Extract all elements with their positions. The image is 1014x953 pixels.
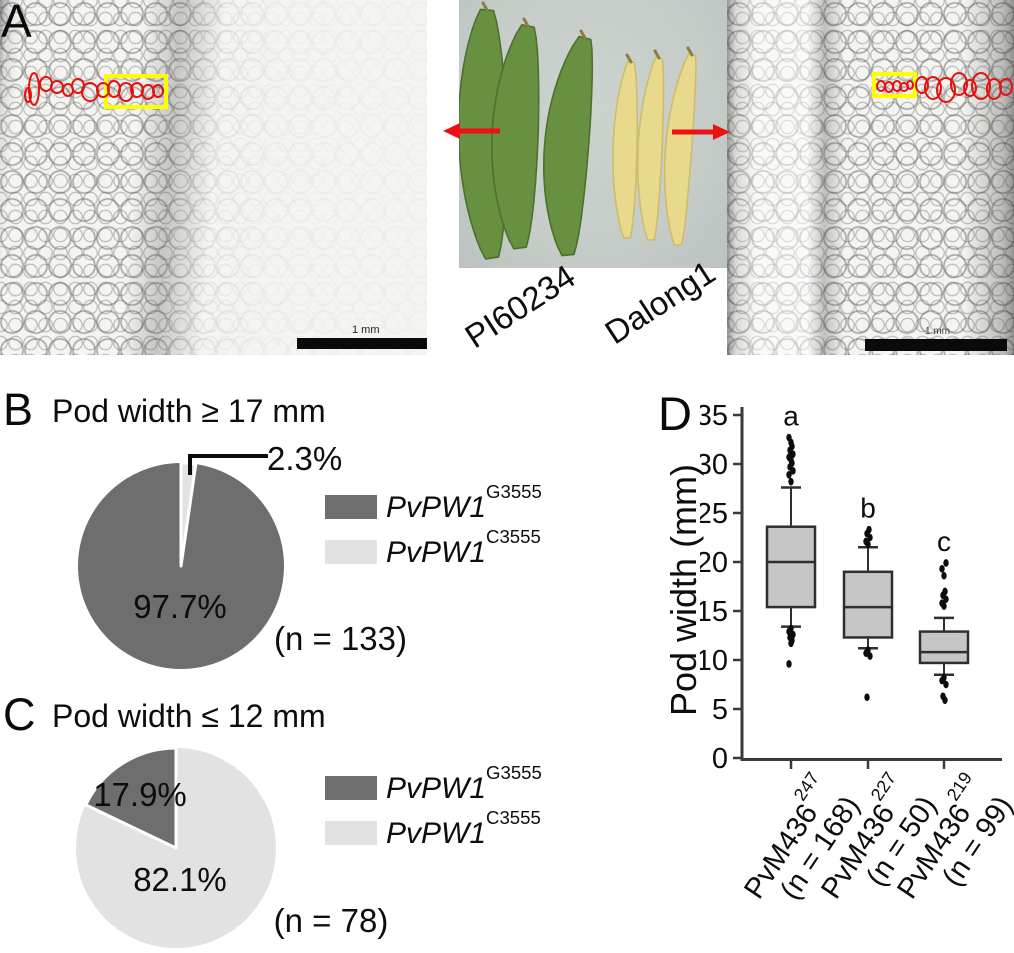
- panel-label-d: D: [658, 387, 692, 440]
- pie-b-title: Pod width ≥ 17 mm: [52, 393, 326, 429]
- svg-text:35: 35: [700, 400, 728, 432]
- legend-label: PvPW1C3555: [386, 525, 541, 569]
- panel-label-c: C: [3, 689, 36, 740]
- pie-c-small-slice-value: 17.9%: [93, 776, 187, 813]
- svg-text:15: 15: [700, 596, 728, 628]
- legend-item: PvPW1C3555: [325, 807, 542, 850]
- pie-b-small-slice-value: 2.3%: [267, 440, 343, 477]
- micrograph-narrow-pod: 1 mm: [727, 0, 1014, 355]
- legend-label: PvPW1C3555: [386, 806, 541, 850]
- legend-swatch-dark: [325, 495, 377, 519]
- svg-text:a: a: [783, 401, 799, 432]
- panel-label-a: A: [1, 0, 32, 47]
- panel-label-b: B: [3, 384, 34, 435]
- pie-chart-c: [76, 746, 276, 948]
- micrograph-shading: [727, 0, 1014, 355]
- svg-text:10: 10: [700, 645, 728, 677]
- pie-b-sample-size: (n = 133): [274, 620, 407, 657]
- micrograph-wide-pod: 1 mm: [0, 0, 427, 355]
- scale-bar: [297, 338, 427, 349]
- legend-item: PvPW1G3555: [325, 762, 542, 805]
- legend-swatch-dark: [325, 776, 377, 800]
- cell-annotation-overlay-right: [872, 72, 1013, 103]
- callout-line: [188, 454, 268, 475]
- pie-c-legend: PvPW1G3555 PvPW1C3555: [325, 762, 542, 866]
- boxplot-y-axis-label: Pod width (mm): [663, 463, 704, 717]
- legend-item: PvPW1G3555: [325, 481, 542, 524]
- legend-label: PvPW1G3555: [386, 480, 542, 524]
- svg-text:c: c: [937, 526, 951, 557]
- boxplot-chart: 0 5 10 15 20 25 30 35 a b c: [700, 400, 1002, 775]
- photo-label-left: PI60234: [458, 257, 582, 356]
- cell-annotation-overlay-left: [24, 72, 168, 109]
- scale-bar-label: 1 mm: [352, 324, 380, 336]
- scale-bar: [865, 339, 1007, 351]
- pie-c-large-slice-value: 82.1%: [133, 861, 227, 898]
- legend-swatch-light: [325, 540, 377, 564]
- legend-item: PvPW1C3555: [325, 526, 542, 569]
- svg-text:30: 30: [700, 449, 728, 481]
- pie-c-title: Pod width ≤ 12 mm: [52, 698, 326, 734]
- svg-text:0: 0: [712, 743, 728, 775]
- svg-text:20: 20: [700, 547, 728, 579]
- scale-bar-label: 1 mm: [925, 326, 950, 337]
- svg-text:25: 25: [700, 498, 728, 530]
- left-right-arrows-icon: [443, 123, 730, 140]
- legend-label: PvPW1G3555: [386, 761, 542, 805]
- pie-c-sample-size: (n = 78): [273, 902, 389, 939]
- pods-illustration: [457, 1, 697, 260]
- legend-swatch-light: [325, 821, 377, 845]
- svg-text:5: 5: [712, 694, 728, 726]
- pie-b-legend: PvPW1G3555 PvPW1C3555: [325, 481, 542, 585]
- pie-b-large-slice-value: 97.7%: [133, 588, 227, 625]
- svg-text:b: b: [860, 493, 876, 524]
- micrograph-shading: [0, 0, 427, 355]
